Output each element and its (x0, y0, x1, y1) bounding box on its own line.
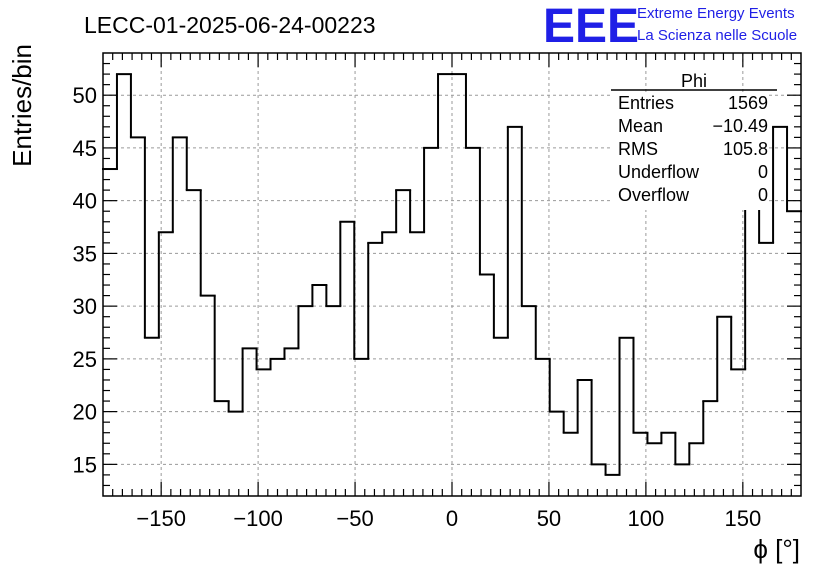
stats-label: Entries (618, 93, 674, 113)
histogram-bin (604, 464, 621, 476)
histogram-bin (437, 73, 453, 148)
histogram-bin (618, 336, 635, 475)
histogram-bin (688, 442, 705, 465)
histogram-bin (646, 432, 663, 445)
histogram-bin (464, 74, 481, 149)
histogram-bin (255, 348, 272, 371)
stats-background (611, 92, 769, 210)
histogram-bin (171, 136, 188, 233)
histogram-bin (129, 74, 146, 139)
histogram-bin (325, 285, 342, 308)
stats-box: Phi Entries 1569 Mean −10.49 RMS 105.8 Underfl… (611, 71, 777, 210)
stats-value: 0 (758, 162, 768, 182)
x-tick-label: 50 (537, 506, 561, 531)
histogram-bin (492, 274, 509, 339)
y-tick-label: 15 (73, 452, 97, 477)
histogram-bin (590, 379, 607, 466)
histogram-bin (241, 347, 258, 412)
x-tick-label: 0 (446, 506, 458, 531)
axis-ticks (103, 53, 801, 496)
stats-value: 1569 (728, 93, 768, 113)
histogram-bin (199, 190, 216, 297)
histogram-bin (283, 347, 300, 359)
histogram-bin (297, 305, 314, 349)
stats-value: 105.8 (723, 139, 768, 159)
y-tick-label: 35 (73, 241, 97, 266)
histogram-bin (395, 189, 412, 233)
histogram-bin (311, 284, 328, 307)
x-tick-label: −150 (136, 506, 186, 531)
histogram-bin (772, 125, 789, 243)
y-tick-label: 40 (73, 189, 97, 214)
histogram-bin (409, 190, 426, 234)
histogram-bin (227, 401, 244, 413)
eee-logo-line1: Extreme Energy Events (637, 5, 795, 22)
x-tick-label: 150 (724, 506, 761, 531)
x-tick-label: −50 (336, 506, 373, 531)
x-axis-title: ϕ [°] (753, 534, 800, 564)
histogram-bin (353, 221, 370, 360)
eee-logo-line2: La Scienza nelle Scuole (637, 27, 797, 44)
histogram-bin (157, 231, 174, 338)
y-tick-label: 20 (73, 400, 97, 425)
histogram-bin (520, 126, 537, 308)
histogram-bin (506, 125, 523, 338)
stats-label: RMS (618, 139, 658, 159)
histogram-bin (423, 146, 440, 233)
histogram-bin (674, 432, 691, 466)
y-tick-label: 25 (73, 347, 97, 372)
histogram-bin (562, 411, 579, 434)
histogram-bin (660, 431, 677, 444)
stats-label: Underflow (618, 162, 700, 182)
x-tick-label: 100 (628, 506, 665, 531)
y-tick-label: 50 (73, 83, 97, 108)
histogram-bin (185, 137, 202, 192)
stats-value: −10.49 (712, 116, 768, 136)
histogram-bin (381, 231, 398, 243)
run-title: LECC-01-2025-06-24-00223 (84, 12, 376, 38)
histogram-bin (115, 73, 132, 170)
histogram-bin (143, 137, 160, 339)
histogram-bin (339, 220, 356, 307)
y-axis-title: Entries/bin (7, 44, 37, 167)
histogram-bins (102, 73, 802, 476)
stats-label: Overflow (618, 185, 690, 205)
histogram-bin (548, 358, 565, 413)
stats-value: 0 (758, 185, 768, 205)
histogram-bin (213, 295, 230, 403)
eee-logo: EEE (543, 0, 639, 53)
x-tick-label: −100 (233, 506, 283, 531)
histogram-bin (269, 357, 286, 370)
histogram-bin (576, 378, 593, 433)
y-tick-label: 30 (73, 294, 97, 319)
tick-labels: −150 −100 −50 0 50 100 150 15 20 25 30 35 40 45 50 (73, 83, 762, 531)
histogram-bin (534, 306, 551, 360)
histogram-bin (702, 400, 719, 444)
y-tick-label: 45 (73, 136, 97, 161)
stats-label: Mean (618, 116, 663, 136)
stats-title: Phi (681, 71, 707, 91)
histogram-bin (716, 315, 733, 402)
histogram-bin (367, 241, 384, 359)
histogram-bin (730, 316, 747, 371)
histogram-bin (632, 337, 649, 434)
histogram-bin (478, 147, 495, 276)
